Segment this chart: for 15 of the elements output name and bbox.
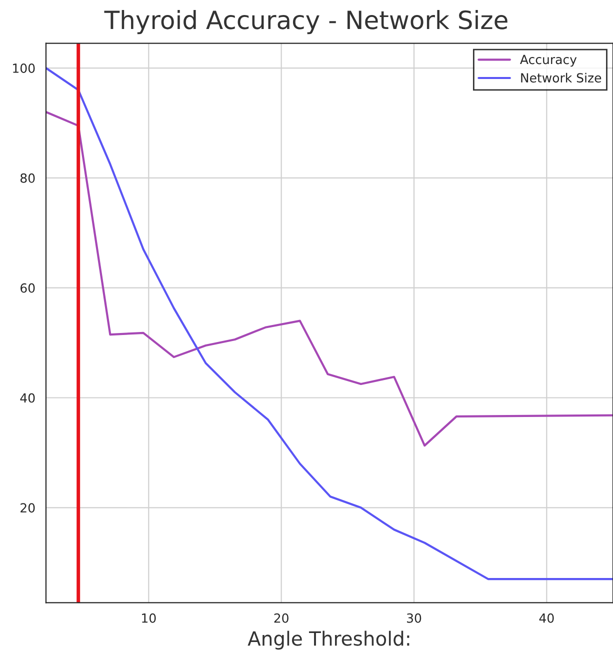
legend-label: Accuracy: [520, 54, 577, 67]
y-tick-label: 60: [20, 283, 35, 293]
y-tick-label: 80: [20, 173, 35, 183]
line-series: [46, 66, 613, 580]
chart-title: Thyroid Accuracy - Network Size: [104, 10, 508, 34]
x-axis-title: Angle Threshold:: [248, 630, 410, 650]
x-tick-label: 20: [274, 613, 288, 623]
y-tick-label: 20: [20, 503, 35, 513]
y-tick-label: 40: [20, 393, 35, 403]
legend-label: Network Size: [521, 72, 602, 83]
x-tick-label: 30: [406, 613, 422, 623]
x-tick-label: 40: [539, 613, 554, 623]
y-tick-label: 100: [13, 63, 35, 73]
line-series: [46, 110, 613, 447]
x-tick-label: 10: [142, 613, 156, 623]
